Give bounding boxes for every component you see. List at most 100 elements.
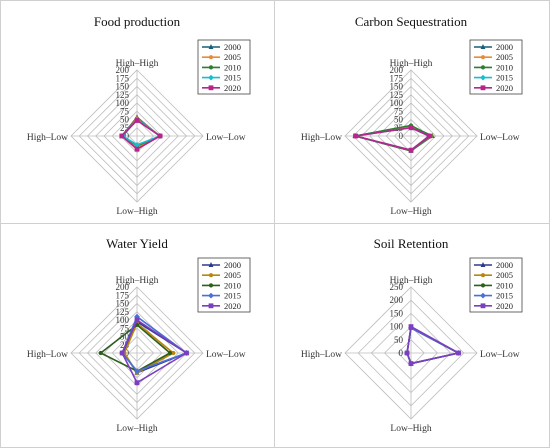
- legend-marker: [208, 65, 214, 70]
- axis-label: High–High: [390, 59, 433, 69]
- legend-label: 2005: [224, 270, 241, 280]
- data-point-2015: [134, 368, 140, 375]
- data-point-2010: [167, 350, 173, 356]
- panel-title: Food production: [94, 14, 181, 29]
- legend-label: 2005: [496, 52, 513, 62]
- legend-marker: [208, 85, 214, 91]
- tick-label: 0: [399, 131, 404, 141]
- tick-label: 50: [394, 115, 404, 125]
- legend-label: 2010: [224, 280, 241, 290]
- legend-label: 2015: [496, 291, 513, 301]
- tick-label: 25: [120, 123, 130, 133]
- tick-label: 200: [390, 295, 404, 305]
- legend-label: 2000: [496, 42, 513, 52]
- tick-label: 0: [125, 131, 130, 141]
- legend-marker: [480, 85, 486, 91]
- data-point-2010: [98, 350, 103, 356]
- legend-label: 2020: [224, 301, 241, 311]
- legend-marker: [480, 303, 486, 309]
- data-point-2020: [119, 350, 125, 356]
- legend-label: 2020: [496, 301, 513, 311]
- data-point-2020: [119, 133, 125, 139]
- tick-label: 175: [116, 290, 130, 300]
- panel-title: Water Yield: [106, 236, 168, 251]
- data-point-2020: [426, 133, 432, 139]
- tick-label: 100: [390, 322, 404, 332]
- legend-marker: [208, 74, 214, 81]
- legend-label: 2005: [496, 270, 513, 280]
- axis-label: High–Low: [27, 350, 68, 360]
- legend-marker: [480, 44, 486, 49]
- data-point-2020: [408, 147, 414, 153]
- data-point-2020: [157, 133, 163, 139]
- legend-label: 2000: [496, 260, 513, 270]
- legend-marker: [208, 44, 214, 49]
- data-point-2020: [408, 361, 414, 366]
- axis-label: High–High: [116, 276, 159, 286]
- tick-label: 0: [125, 348, 130, 358]
- legend-label: 2015: [496, 73, 513, 83]
- legend-label: 2010: [496, 62, 513, 72]
- tick-label: 75: [120, 106, 130, 116]
- data-point-2005: [171, 350, 176, 356]
- tick-label: 50: [394, 335, 404, 345]
- legend-marker: [208, 303, 214, 309]
- data-point-2020: [456, 350, 461, 356]
- tick-label: 100: [116, 315, 130, 325]
- legend-marker: [480, 283, 486, 288]
- legend-marker: [480, 65, 486, 70]
- legend-marker: [480, 292, 486, 299]
- tick-label: 150: [116, 299, 130, 309]
- axis-label: High–High: [390, 276, 433, 286]
- tick-label: 125: [116, 307, 130, 317]
- axis-label: Low–High: [116, 424, 157, 434]
- tick-label: 125: [390, 90, 404, 100]
- data-point-2020: [134, 146, 140, 152]
- data-point-2020: [134, 317, 140, 323]
- data-point-2020: [134, 118, 140, 123]
- legend-marker: [208, 283, 214, 288]
- radar-panel-3: Water Yield0255075100125150175200High–Hi…: [27, 236, 251, 434]
- legend-marker: [480, 74, 486, 81]
- tick-label: 50: [120, 332, 130, 342]
- radar-panel-1: Food production0255075100125150175200Hig…: [27, 14, 251, 217]
- data-point-2020: [408, 324, 414, 329]
- legend-label: 2020: [496, 83, 513, 93]
- axis-label: Low–Low: [206, 133, 246, 143]
- data-point-2020: [134, 380, 140, 386]
- tick-label: 75: [120, 323, 130, 333]
- tick-label: 100: [390, 98, 404, 108]
- radar-panel-2: Carbon Sequestration02550751001251501752…: [301, 14, 523, 217]
- legend-marker: [208, 292, 214, 299]
- legend-marker: [480, 55, 486, 60]
- tick-label: 250: [390, 282, 404, 292]
- legend-marker: [480, 262, 486, 267]
- axis-label: Low–High: [116, 207, 157, 217]
- legend-label: 2020: [224, 83, 241, 93]
- axis-label: Low–Low: [206, 350, 246, 360]
- legend-label: 2000: [224, 42, 241, 52]
- legend-label: 2005: [224, 52, 241, 62]
- tick-label: 75: [394, 106, 404, 116]
- data-point-2020: [408, 125, 414, 131]
- panel-title: Carbon Sequestration: [355, 14, 468, 29]
- tick-label: 150: [390, 308, 404, 318]
- panel-title: Soil Retention: [374, 236, 449, 251]
- axis-label: High–Low: [27, 133, 68, 143]
- tick-label: 200: [390, 65, 404, 75]
- tick-label: 200: [116, 282, 130, 292]
- legend-marker: [480, 273, 486, 278]
- legend-label: 2015: [224, 291, 241, 301]
- legend-label: 2015: [224, 73, 241, 83]
- legend-marker: [208, 273, 214, 278]
- axis-label: High–Low: [301, 133, 342, 143]
- data-point-2020: [353, 133, 358, 139]
- data-point-2020: [404, 350, 410, 356]
- tick-label: 200: [116, 65, 130, 75]
- tick-label: 50: [120, 115, 130, 125]
